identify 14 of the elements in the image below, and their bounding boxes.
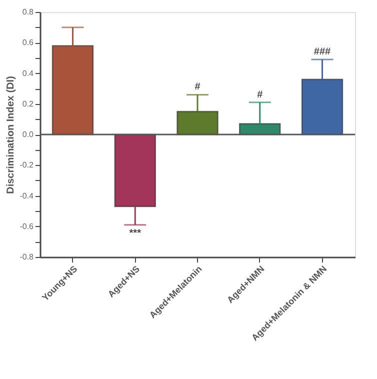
y-tick-label: -0.2 (20, 160, 34, 170)
y-axis-title: Discrimination Index (DI) (6, 76, 17, 194)
y-tick-label: -0.6 (20, 222, 34, 231)
y-tick-label: 0.2 (22, 99, 34, 108)
y-tick-label: 0.0 (22, 130, 34, 139)
y-tick-label: 0.8 (22, 8, 34, 16)
y-tick-label: -0.8 (20, 252, 34, 262)
y-tick-label: 0.6 (22, 38, 34, 48)
annotation: ### (314, 46, 332, 58)
y-tick-label: -0.4 (20, 191, 34, 200)
annotation: # (194, 82, 201, 93)
annotation: # (257, 89, 264, 100)
y-tick-label: 0.4 (22, 68, 34, 78)
annotation: *** (129, 228, 142, 239)
